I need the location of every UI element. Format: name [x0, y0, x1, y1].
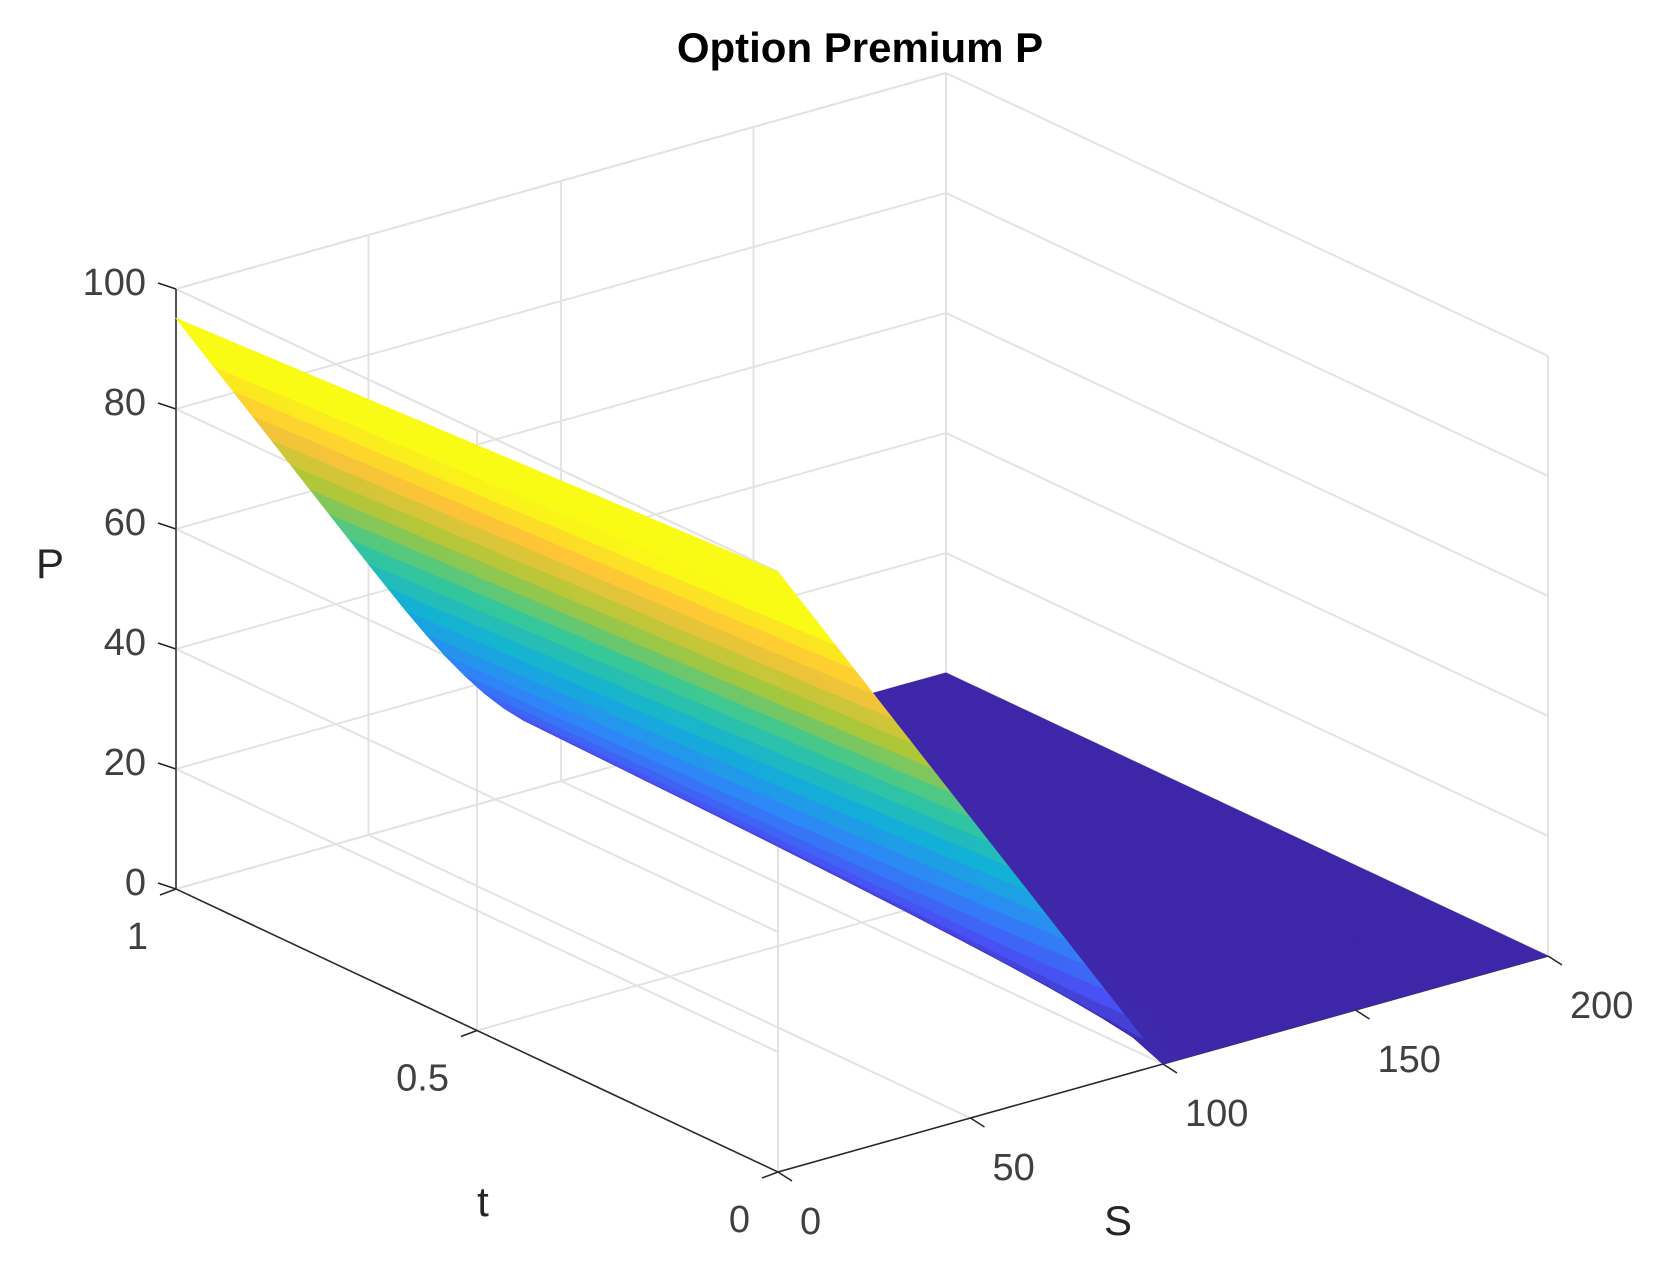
z-axis-label: P: [36, 540, 64, 587]
y-tick-label: 0.5: [396, 1058, 449, 1100]
grid-line: [945, 552, 1549, 837]
chart-title: Option Premium P: [677, 24, 1043, 71]
z-tick-label: 100: [83, 262, 146, 304]
z-tick-label: 80: [104, 382, 146, 424]
z-tick: [157, 282, 177, 290]
y-axis-label: t: [477, 1178, 489, 1225]
y-tick: [761, 1171, 779, 1179]
z-tick: [157, 762, 177, 770]
x-axis-label: S: [1104, 1197, 1132, 1244]
tick-labels: 0 50 100 150 200 0 0.5 1 0 20 40 60 80 100: [83, 262, 1634, 1243]
y-tick: [159, 888, 177, 896]
x-tick-label: 100: [1185, 1093, 1248, 1135]
grid-line: [945, 192, 1549, 477]
y-tick: [460, 1029, 478, 1038]
x-tick-label: 150: [1378, 1039, 1441, 1081]
x-tick-label: 200: [1570, 985, 1633, 1027]
z-tick-label: 40: [104, 622, 146, 664]
z-tick: [157, 642, 177, 650]
z-tick: [157, 882, 177, 890]
grid-line: [945, 432, 1549, 717]
x-tick: [970, 1117, 985, 1128]
x-tick: [1355, 1009, 1370, 1020]
x-tick: [777, 1171, 793, 1182]
y-tick-label: 1: [127, 916, 148, 958]
z-tick: [157, 522, 177, 530]
surface-mesh: [174, 317, 1550, 1065]
z-tick-label: 20: [104, 742, 146, 784]
x-tick: [1547, 955, 1563, 966]
grid-line: [945, 312, 1549, 597]
surface-patch: [1497, 941, 1550, 962]
x-tick-label: 50: [993, 1147, 1035, 1189]
z-tick-label: 0: [125, 862, 146, 904]
x-tick-label: 0: [800, 1201, 821, 1243]
z-tick-label: 60: [104, 502, 146, 544]
grid-line: [945, 72, 1549, 357]
box-edge: [175, 288, 779, 573]
y-tick-label: 0: [729, 1199, 750, 1241]
z-tick: [157, 402, 177, 410]
box-edge: [175, 72, 947, 290]
tick-marks: [157, 282, 1563, 1182]
x-tick: [1162, 1063, 1178, 1074]
